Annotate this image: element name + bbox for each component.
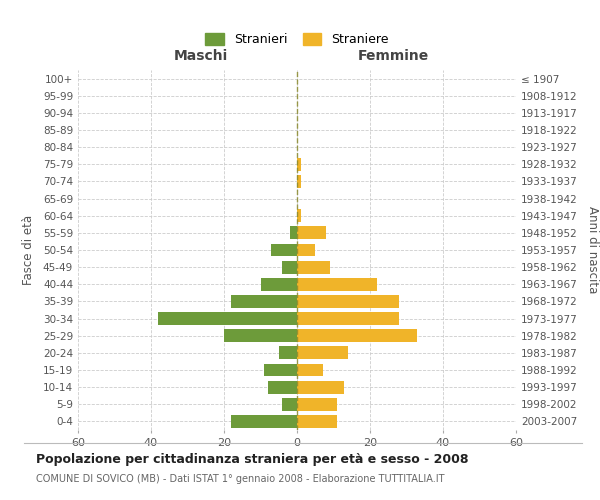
Bar: [297, 226, 326, 239]
Bar: [297, 295, 399, 308]
Bar: [268, 380, 297, 394]
Text: COMUNE DI SOVICO (MB) - Dati ISTAT 1° gennaio 2008 - Elaborazione TUTTITALIA.IT: COMUNE DI SOVICO (MB) - Dati ISTAT 1° ge…: [36, 474, 445, 484]
Bar: [283, 260, 297, 274]
Bar: [264, 364, 297, 376]
Legend: Stranieri, Straniere: Stranieri, Straniere: [202, 30, 392, 50]
Bar: [297, 415, 337, 428]
Bar: [283, 398, 297, 410]
Bar: [260, 278, 297, 290]
Bar: [158, 312, 297, 325]
Text: Popolazione per cittadinanza straniera per età e sesso - 2008: Popolazione per cittadinanza straniera p…: [36, 452, 469, 466]
Bar: [297, 398, 337, 410]
Bar: [232, 415, 297, 428]
Bar: [297, 278, 377, 290]
Bar: [232, 295, 297, 308]
Bar: [297, 330, 418, 342]
Bar: [297, 380, 344, 394]
Bar: [224, 330, 297, 342]
Bar: [297, 210, 301, 222]
Bar: [297, 244, 315, 256]
Bar: [290, 226, 297, 239]
Bar: [297, 312, 399, 325]
Text: Maschi: Maschi: [173, 49, 228, 63]
Bar: [297, 346, 348, 360]
Bar: [297, 175, 301, 188]
Bar: [297, 364, 323, 376]
Y-axis label: Anni di nascita: Anni di nascita: [586, 206, 599, 294]
Bar: [297, 158, 301, 170]
Bar: [297, 260, 330, 274]
Text: Femmine: Femmine: [358, 49, 429, 63]
Bar: [279, 346, 297, 360]
Bar: [271, 244, 297, 256]
Y-axis label: Fasce di età: Fasce di età: [22, 215, 35, 285]
